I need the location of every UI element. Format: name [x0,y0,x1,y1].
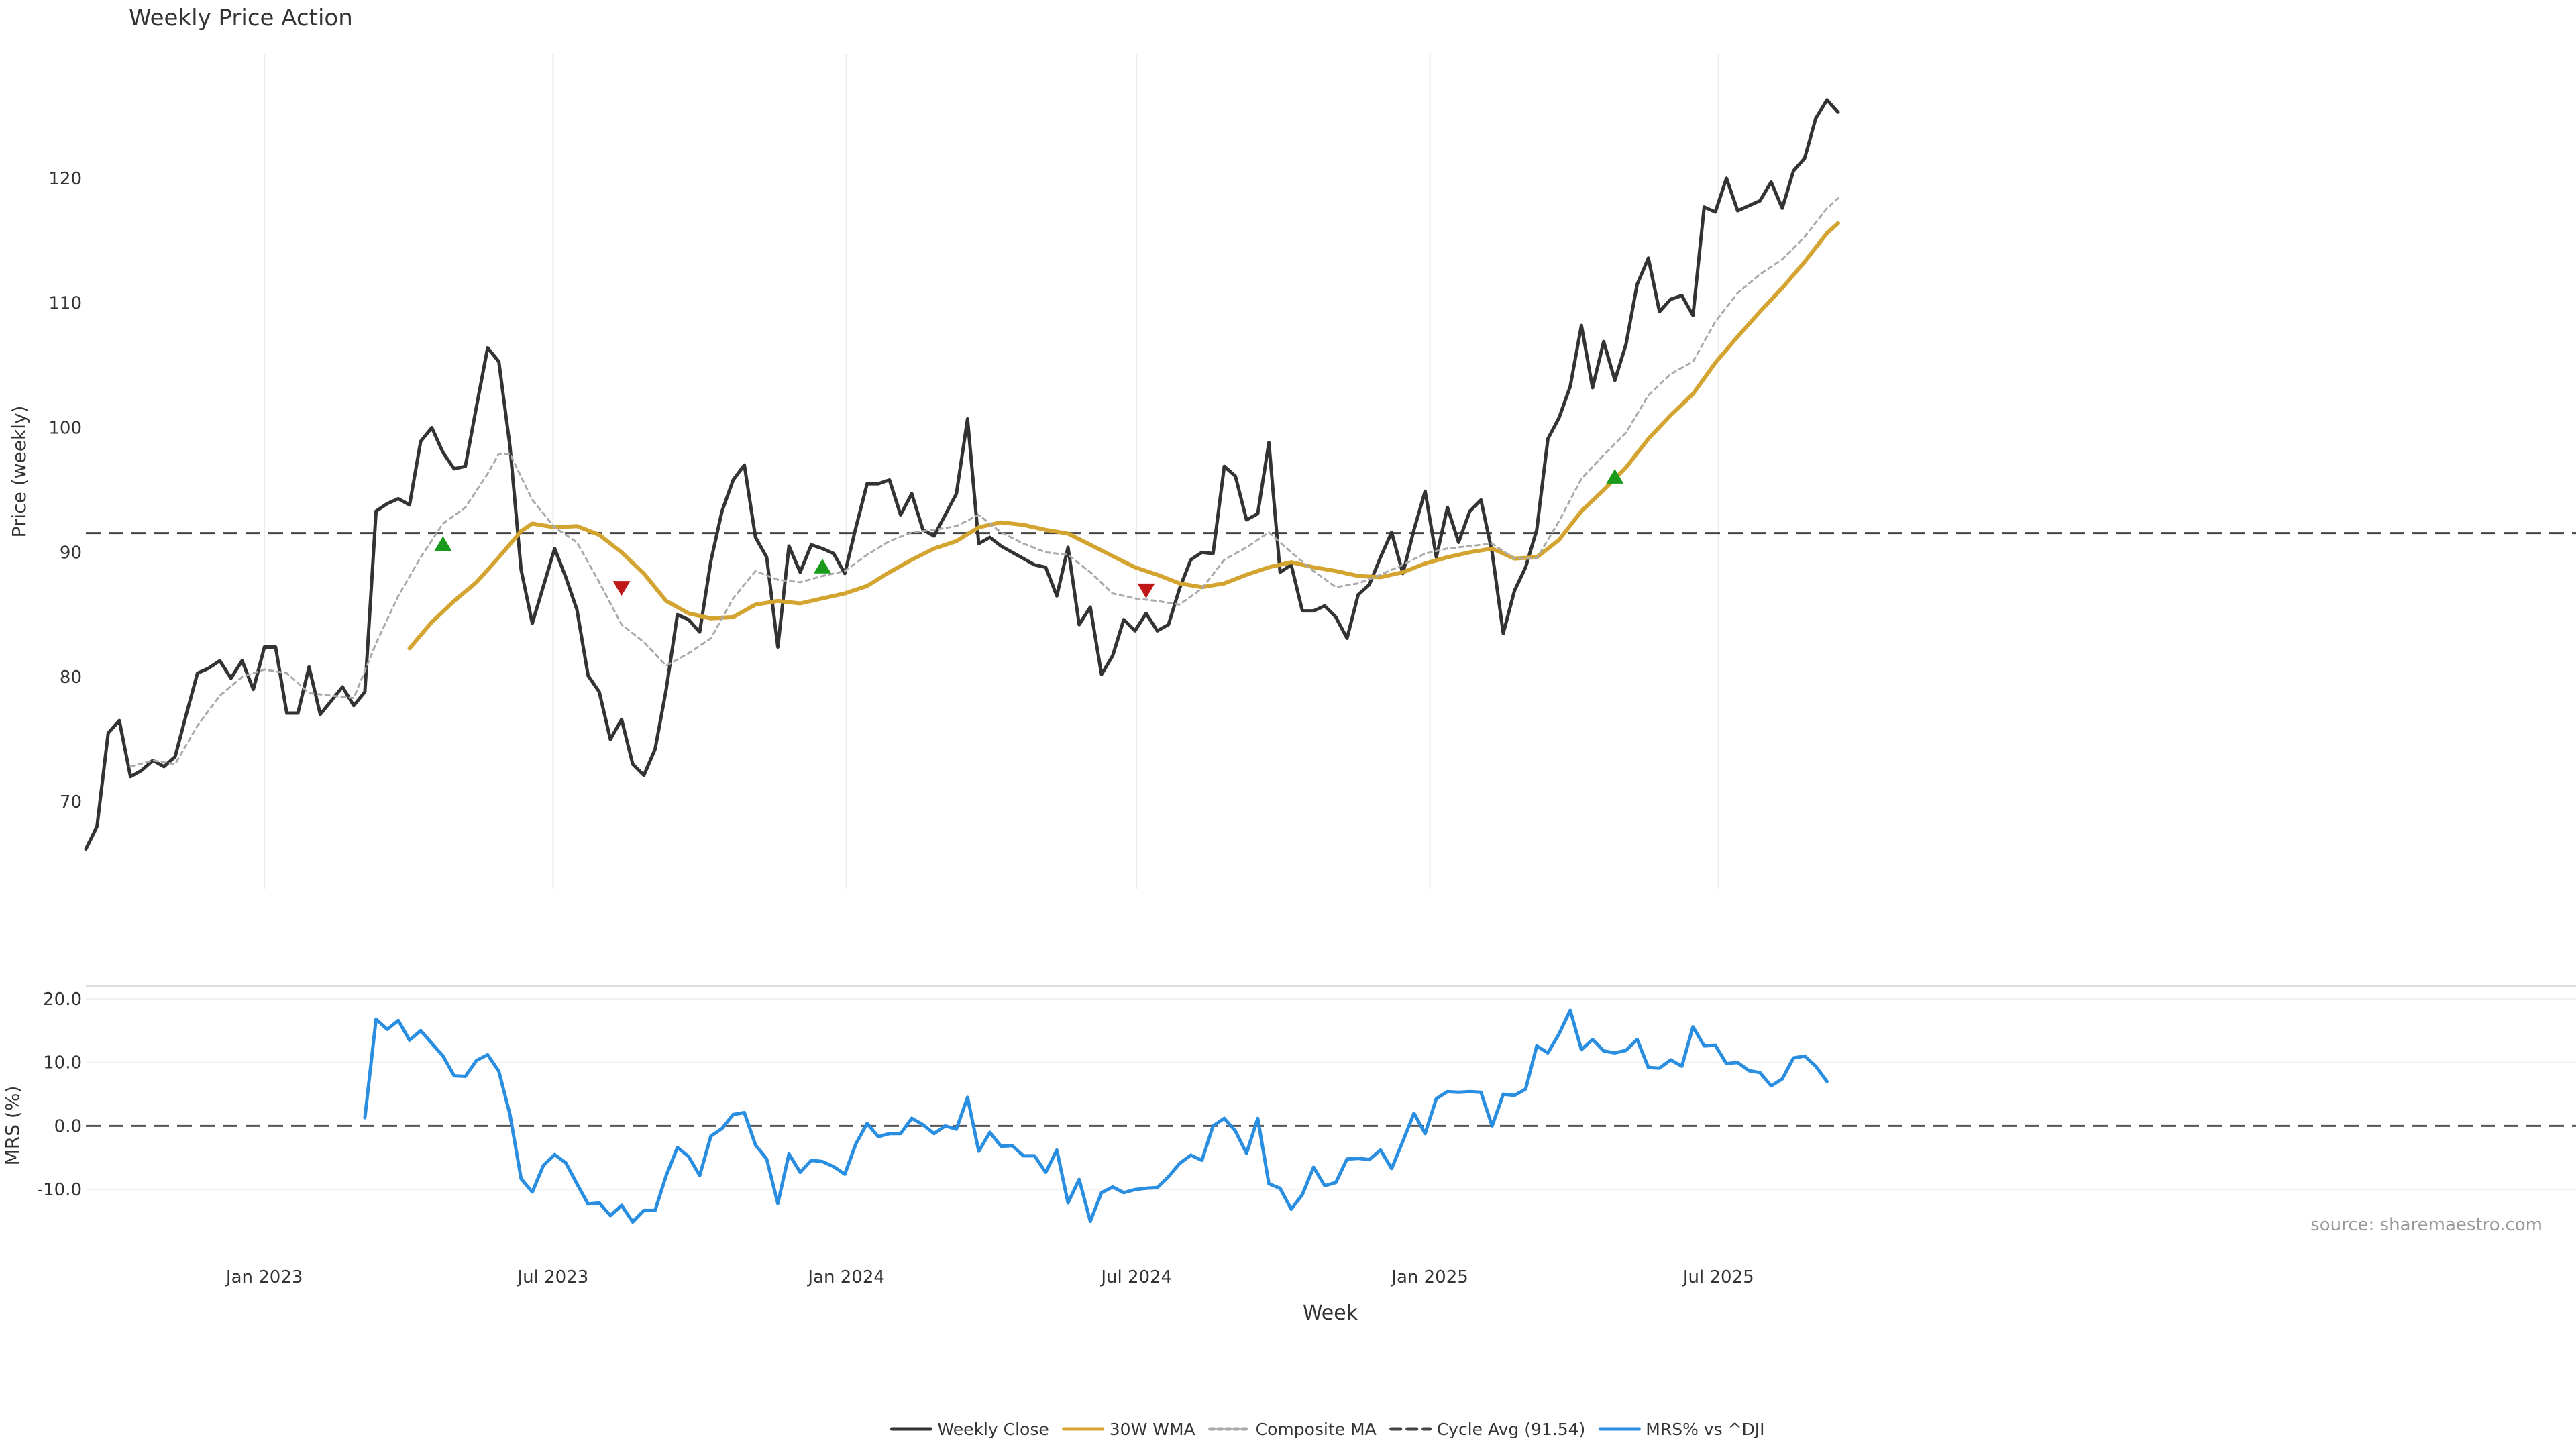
30w-wma-line [407,221,1840,651]
price-y-axis-label: Price (weekly) [8,406,30,538]
x-axis-label: Week [1303,1301,1358,1325]
price-y-tick-label: 90 [60,543,82,563]
buy-signal-marker [814,558,832,574]
buy-signal-marker [1606,468,1624,484]
mrs-y-ticks: -10.0 0.0 10.0 20.0 [37,989,82,1200]
legend-label-mrs-vs-dji: MRS% vs ^DJI [1646,1419,1764,1439]
mrs-y-axis-label: MRS (%) [1,1086,23,1166]
mrs-y-tick-label: -10.0 [37,1180,82,1200]
x-tick-label: Jul 2024 [1099,1267,1172,1287]
price-y-tick-label: 100 [48,418,82,438]
price-series [84,98,1840,851]
price-y-tick-label: 120 [48,169,82,189]
legend-label-weekly-close: Weekly Close [937,1419,1049,1439]
trade-signals [434,468,1624,598]
price-y-ticks: 70 80 90 100 110 120 [48,169,82,812]
price-panel: 70 80 90 100 110 120 Weekly Price Action Pric… [8,5,2576,889]
weekly-close-line [84,98,1840,851]
legend: Weekly Close 30W WMA Composite MA Cycle Avg… [890,1419,1765,1439]
source-annotation: source: sharemaestro.com [2310,1215,2542,1235]
price-grid [264,54,1719,889]
composite-ma-line [129,197,1839,768]
x-tick-label: Jul 2025 [1682,1267,1754,1287]
chart-title: Weekly Price Action [129,5,353,32]
sell-signal-marker [1137,583,1155,598]
mrs-y-tick-label: 10.0 [43,1053,82,1073]
x-axis-ticks: Jan 2023 Jul 2023 Jan 2024 Jul 2024 Jan 2025… [225,1267,1754,1287]
price-y-tick-label: 70 [60,792,82,812]
price-y-tick-label: 80 [60,667,82,688]
sell-signal-marker [612,581,631,596]
buy-signal-marker [434,536,452,551]
x-tick-label: Jan 2024 [806,1267,885,1287]
mrs-y-tick-label: 20.0 [43,989,82,1010]
x-tick-label: Jan 2023 [225,1267,303,1287]
price-y-tick-label: 110 [48,294,82,314]
legend-label-composite-ma: Composite MA [1256,1419,1377,1439]
legend-label-cycle-avg-91-54: Cycle Avg (91.54) [1437,1419,1586,1439]
legend-label-30w-wma: 30W WMA [1110,1419,1195,1439]
mrs-series [363,1008,1829,1224]
mrs-panel: -10.0 0.0 10.0 20.0 MRS (%) source: sharema… [1,985,2576,1325]
x-tick-label: Jan 2025 [1390,1267,1468,1287]
mrs-vs-dji-line [363,1008,1829,1224]
mrs-grid [86,998,2576,1191]
x-tick-label: Jul 2023 [516,1267,588,1287]
mrs-y-tick-label: 0.0 [54,1116,82,1136]
